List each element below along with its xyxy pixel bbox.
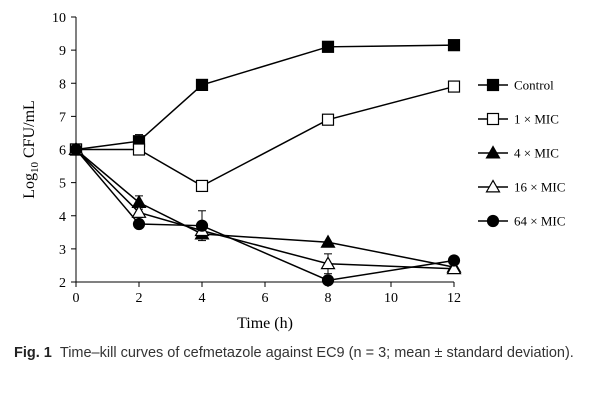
data-point-series-0 xyxy=(195,78,209,92)
legend-marker-4 xyxy=(486,214,500,228)
legend-label-4: 64 × MIC xyxy=(514,214,565,229)
data-point-series-1 xyxy=(132,143,146,156)
series-markers xyxy=(68,39,462,287)
data-point-series-0 xyxy=(321,40,335,53)
x-tick-label: 12 xyxy=(447,291,461,306)
y-tick-label: 9 xyxy=(59,44,66,59)
y-tick-label: 8 xyxy=(59,77,66,92)
x-tick-label: 0 xyxy=(73,291,80,306)
data-point-series-4 xyxy=(321,274,335,287)
x-tick-label: 8 xyxy=(325,291,332,306)
series-line-0 xyxy=(75,44,455,151)
y-tick-label: 2 xyxy=(59,276,66,291)
y-tick-label: 5 xyxy=(59,177,66,192)
legend-label-3: 16 × MIC xyxy=(514,180,565,195)
legend-label-1: 1 × MIC xyxy=(514,112,559,127)
legend-marker-0 xyxy=(486,78,500,92)
x-tick-label: 6 xyxy=(262,291,269,306)
legend-label-0: Control xyxy=(514,78,554,93)
y-tick-label: 7 xyxy=(59,110,66,125)
x-axis-title: Time (h) xyxy=(237,315,293,332)
y-axis-title: Log10 CFU/mL xyxy=(21,100,41,199)
legend: Control 1 × MIC 4 × MIC 16 × MIC 64 × MIC xyxy=(478,78,565,229)
legend-marker-1 xyxy=(486,112,500,126)
series-line-3 xyxy=(75,148,455,270)
series-line-1 xyxy=(76,85,455,187)
error-bars xyxy=(135,134,332,275)
x-tick-label: 2 xyxy=(136,291,143,306)
data-point-series-1 xyxy=(195,179,209,193)
data-point-series-3 xyxy=(446,261,462,275)
series-line-4 xyxy=(75,149,455,282)
x-tick-label: 4 xyxy=(199,291,206,306)
data-point-series-4 xyxy=(195,219,209,232)
data-point-series-4 xyxy=(132,217,146,231)
caption-text: Time–kill curves of cefmetazole against … xyxy=(59,345,574,361)
series-lines xyxy=(75,44,455,282)
y-axis-title-prefix: Log xyxy=(21,173,38,199)
data-point-series-0 xyxy=(447,39,461,52)
data-point-series-4 xyxy=(69,143,83,156)
x-tick-label: 10 xyxy=(384,291,398,306)
data-point-series-1 xyxy=(321,113,335,126)
figure-caption: Fig. 1 Time–kill curves of cefmetazole ag… xyxy=(14,343,589,363)
data-point-series-3 xyxy=(320,256,336,270)
data-point-series-1 xyxy=(447,80,461,93)
y-axis-title-subscript: 10 xyxy=(29,162,41,174)
legend-marker-3 xyxy=(485,179,501,193)
data-point-series-4 xyxy=(447,254,461,267)
series-line-2 xyxy=(75,148,455,268)
data-point-series-2 xyxy=(320,234,336,248)
y-tick-label: 4 xyxy=(59,210,66,225)
caption-label: Fig. 1 xyxy=(14,345,52,361)
y-tick-label: 3 xyxy=(59,243,66,258)
legend-marker-2 xyxy=(485,145,501,159)
data-point-series-3 xyxy=(131,204,147,218)
y-tick-label: 10 xyxy=(52,11,66,26)
y-tick-label: 6 xyxy=(59,144,66,159)
legend-label-2: 4 × MIC xyxy=(514,146,559,161)
y-axis-title-suffix: CFU/mL xyxy=(21,100,38,162)
